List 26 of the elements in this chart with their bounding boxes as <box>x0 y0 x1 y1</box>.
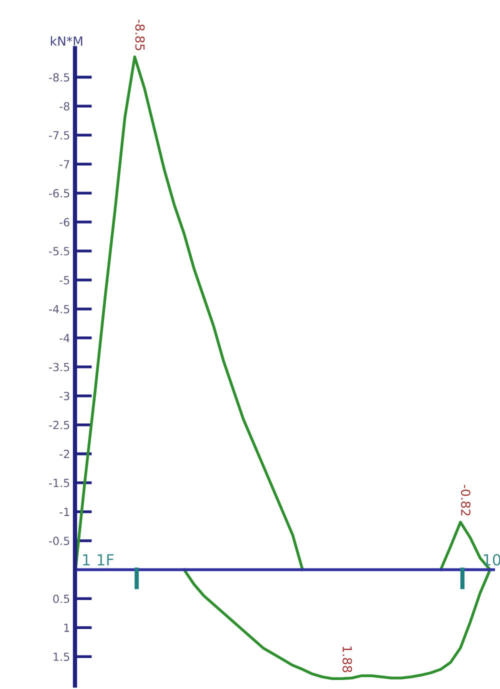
line-series <box>75 56 304 572</box>
y-tick-label: -2.5 <box>49 420 70 430</box>
y-tick-label: -6.5 <box>49 189 70 198</box>
y-tick-label: -4 <box>60 334 70 342</box>
y-tick-label: -8 <box>60 102 70 111</box>
y-tick-label: -3 <box>60 392 70 400</box>
annotation: 1 1F <box>83 554 114 566</box>
y-tick-label: -1 <box>60 508 70 516</box>
data-label: -8.85 <box>135 20 145 50</box>
y-tick-label: -8.5 <box>49 73 70 82</box>
y-tick-label: -2 <box>60 450 70 458</box>
y-axis-title: kN*M <box>50 36 82 46</box>
y-tick-label: -6 <box>60 218 70 226</box>
y-tick-label: -0.5 <box>49 536 70 546</box>
y-tick-label: 1 <box>64 624 70 632</box>
y-tick-label: 1.5 <box>54 652 70 661</box>
y-tick-label: -1.5 <box>49 478 70 488</box>
y-tick-label: -7 <box>60 160 70 168</box>
y-tick-label: 0.5 <box>53 594 70 604</box>
y-tick-label: -5.5 <box>49 247 70 256</box>
y-tick-label: -7.5 <box>49 131 70 140</box>
data-label: 1.88 <box>342 646 352 672</box>
y-tick-label: -4.5 <box>49 305 70 314</box>
data-label: -0.82 <box>460 484 470 516</box>
y-tick-label: -3.5 <box>49 362 70 372</box>
y-tick-label: -5 <box>60 276 70 284</box>
